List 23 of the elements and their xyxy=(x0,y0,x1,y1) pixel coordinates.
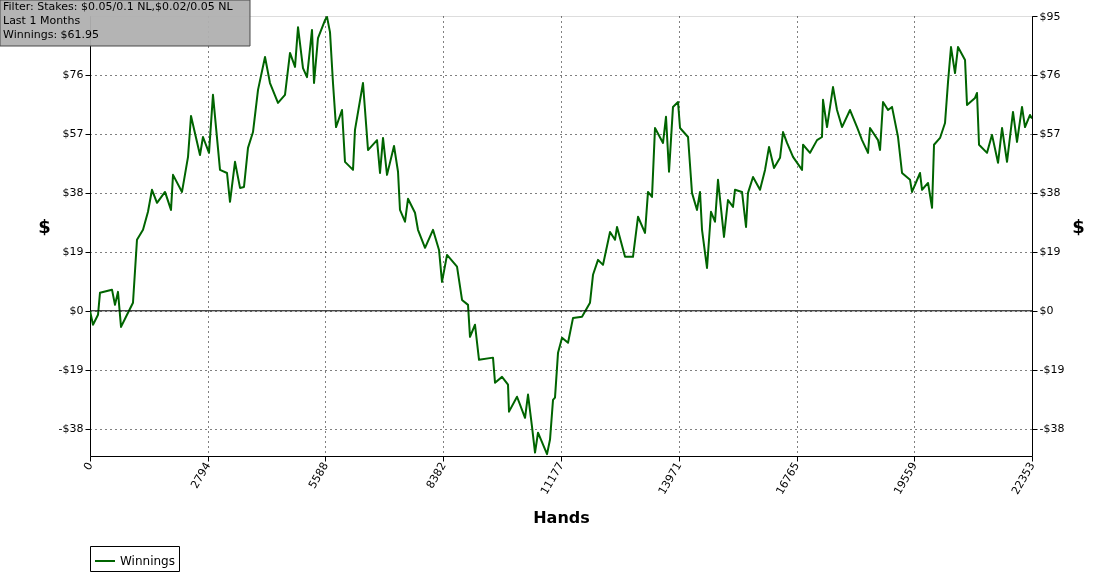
y-tick-label: $38 xyxy=(62,186,84,200)
y2-tick-label: $19 xyxy=(1039,245,1061,259)
y2-tick-label: $0 xyxy=(1039,304,1054,318)
x-axis-title: Hands xyxy=(533,508,590,528)
y-tick-label: -$19 xyxy=(58,363,84,377)
y2-tick-label: $38 xyxy=(1039,186,1061,200)
annotation: Winnings: $61.95 xyxy=(3,28,100,41)
y2-tick-label: -$38 xyxy=(1039,422,1065,436)
y-tick-label: -$38 xyxy=(58,422,84,436)
y-tick-label: $76 xyxy=(62,68,84,82)
text: Filter: Stakes: $0.05/0.1 NL,$0.02/0.05 NL xyxy=(3,0,234,13)
y2-tick-label: $57 xyxy=(1039,127,1061,141)
text: Last 1 Months xyxy=(3,14,81,27)
x-tick-label: 0 xyxy=(80,460,96,473)
legend-label: Winnings xyxy=(120,554,175,568)
y2-tick-label: $76 xyxy=(1039,68,1061,82)
y2-axis-title: $ xyxy=(1072,215,1085,237)
y-tick-label: $57 xyxy=(62,127,84,141)
y2-tick-label: -$19 xyxy=(1039,363,1065,377)
y-tick-label: $19 xyxy=(62,245,84,259)
y-axis-title: $ xyxy=(38,215,51,237)
y-tick-label: $0 xyxy=(69,304,84,318)
y2-tick-label: $95 xyxy=(1039,9,1061,23)
